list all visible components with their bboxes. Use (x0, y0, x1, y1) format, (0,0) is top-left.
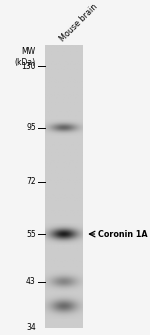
Text: Coronin 1A: Coronin 1A (98, 229, 148, 239)
Text: 72: 72 (26, 177, 36, 186)
Text: 130: 130 (21, 62, 36, 71)
Text: 55: 55 (26, 229, 36, 239)
Text: 34: 34 (26, 323, 36, 332)
Text: MW
(kDa): MW (kDa) (15, 48, 36, 67)
Text: Mouse brain: Mouse brain (58, 3, 99, 44)
Text: 95: 95 (26, 123, 36, 132)
Text: 43: 43 (26, 277, 36, 286)
